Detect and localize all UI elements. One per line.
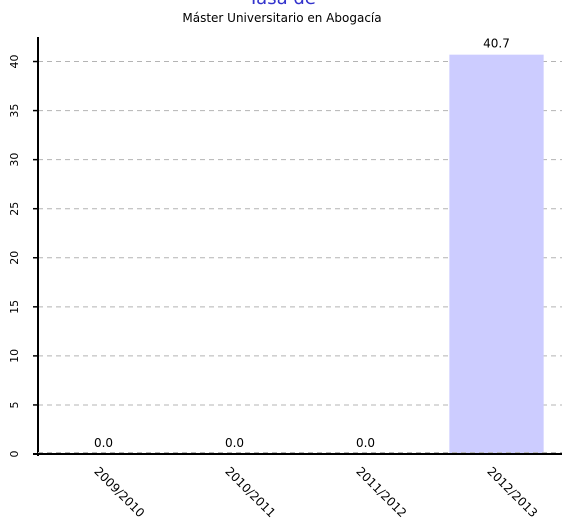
bar-value-label: 0.0 — [356, 436, 375, 450]
chart-title: Tasa de — [247, 0, 316, 9]
bar-value-label: 0.0 — [225, 436, 244, 450]
x-tick-label: 2012/2013 — [484, 464, 540, 520]
x-tick-label: 2009/2010 — [91, 464, 147, 520]
y-tick-label: 35 — [8, 104, 21, 118]
bars — [449, 54, 544, 455]
axes — [33, 37, 562, 456]
bar-value-label: 0.0 — [94, 436, 113, 450]
y-tick-label: 25 — [8, 202, 21, 216]
bar — [449, 54, 544, 455]
y-tick-label: 20 — [8, 251, 21, 265]
y-tick-label: 10 — [8, 349, 21, 363]
bar-value-label: 40.7 — [483, 37, 510, 51]
y-tick-label: 0 — [8, 451, 21, 458]
chart-subtitle: Máster Universitario en Abogacía — [182, 11, 381, 25]
y-tick-label: 40 — [8, 55, 21, 69]
y-tick-label: 5 — [8, 401, 21, 408]
y-tick-label: 15 — [8, 300, 21, 314]
x-tick-label: 2010/2011 — [222, 464, 278, 520]
x-tick-label: 2011/2012 — [353, 464, 409, 520]
y-tick-label: 30 — [8, 153, 21, 167]
